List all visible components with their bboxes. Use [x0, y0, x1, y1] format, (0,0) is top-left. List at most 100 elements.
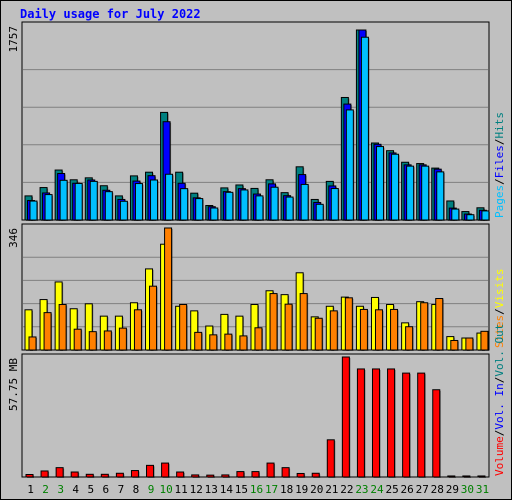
x-tick-label-day-16: 16: [250, 483, 263, 496]
bar-volume-day-4: [70, 471, 79, 478]
bar-pages-day-2: [44, 194, 53, 221]
x-tick-label-day-5: 5: [87, 483, 94, 496]
ymax-label-3: 57.75 MB: [7, 358, 20, 411]
bar-sites-day-12: [194, 331, 203, 351]
bar-pages-day-27: [421, 165, 430, 221]
bar-sites-day-6: [103, 330, 112, 351]
x-tick-label-day-26: 26: [401, 483, 414, 496]
bar-sites-day-25: [390, 308, 399, 351]
bar-sites-day-20: [314, 317, 323, 351]
bar-sites-day-16: [254, 327, 263, 351]
x-tick-label-day-19: 19: [295, 483, 308, 496]
bar-pages-day-22: [345, 109, 354, 221]
bar-volume-day-20: [311, 472, 320, 478]
bar-volume-day-16: [251, 471, 260, 478]
bar-sites-day-27: [420, 302, 429, 351]
bar-sites-day-28: [435, 298, 444, 351]
bar-sites-day-30: [465, 337, 474, 351]
bar-pages-day-3: [59, 179, 68, 221]
bar-sites-day-26: [405, 326, 414, 351]
bar-pages-day-6: [104, 191, 113, 221]
bar-sites-day-5: [88, 331, 97, 351]
legend-entry-visits: Visits: [493, 269, 506, 309]
panel-3: [21, 353, 490, 478]
bar-volume-day-11: [176, 471, 185, 478]
x-tick-label-day-9: 9: [148, 483, 155, 496]
bar-sites-day-24: [374, 309, 383, 351]
bar-pages-day-18: [285, 196, 294, 221]
bar-pages-day-20: [315, 203, 324, 221]
x-tick-label-day-24: 24: [370, 483, 384, 496]
bar-volume-day-15: [236, 471, 245, 478]
bar-pages-day-9: [150, 179, 159, 221]
bar-volume-day-29: [447, 475, 456, 478]
bar-pages-day-14: [225, 191, 234, 221]
x-tick-label-day-2: 2: [42, 483, 49, 496]
bar-volume-day-21: [326, 439, 335, 478]
bar-pages-day-8: [134, 183, 143, 221]
x-tick-label-day-27: 27: [416, 483, 429, 496]
x-tick-label-day-31: 31: [476, 483, 489, 496]
bar-volume-day-3: [55, 467, 64, 478]
x-tick-label-day-13: 13: [205, 483, 218, 496]
x-tick-label-day-21: 21: [325, 483, 338, 496]
bar-volume-day-5: [85, 473, 94, 478]
bar-pages-day-21: [330, 188, 339, 221]
bar-sites-day-14: [224, 333, 233, 351]
bar-pages-day-4: [74, 182, 83, 221]
bar-volume-day-19: [296, 472, 305, 478]
x-tick-label-day-8: 8: [133, 483, 140, 496]
bar-sites-day-7: [118, 327, 127, 351]
bar-volume-day-13: [206, 474, 215, 478]
bar-volume-day-12: [191, 474, 200, 478]
bar-volume-day-31: [477, 475, 486, 478]
bar-sites-day-22: [344, 297, 353, 351]
legend-entry-hits: Hits: [493, 112, 506, 139]
bar-volume-day-24: [371, 368, 380, 478]
bar-pages-day-16: [255, 195, 264, 221]
bar-pages-day-17: [270, 186, 279, 221]
x-tick-label-day-15: 15: [235, 483, 248, 496]
bar-volume-day-10: [161, 462, 170, 478]
x-tick-label-day-4: 4: [72, 483, 79, 496]
bar-sites-day-19: [299, 293, 308, 351]
legend-visits-sites: Sites/Visits: [493, 269, 506, 349]
bar-pages-day-19: [300, 183, 309, 221]
bar-volume-day-1: [25, 474, 34, 478]
bar-volume-day-23: [356, 368, 365, 478]
bar-sites-day-9: [149, 285, 158, 351]
x-tick-label-day-10: 10: [159, 483, 172, 496]
bar-sites-day-10: [164, 227, 173, 351]
bar-pages-day-12: [195, 198, 204, 221]
bar-pages-day-23: [360, 36, 369, 221]
bar-pages-day-10: [165, 173, 174, 221]
legend-entry-volume: Volume: [493, 436, 506, 476]
x-tick-label-day-7: 7: [118, 483, 125, 496]
bar-sites-day-4: [73, 328, 82, 351]
bar-volume-day-18: [281, 467, 290, 478]
bar-volume-day-26: [402, 372, 411, 478]
legend-entry-vol-in: Vol. In: [493, 383, 506, 429]
bar-sites-day-17: [269, 293, 278, 351]
legend-entry-sites: Sites: [493, 315, 506, 348]
bar-volume-day-9: [146, 464, 155, 478]
bar-volume-day-22: [341, 356, 350, 478]
bar-pages-day-30: [466, 214, 475, 221]
chart-title: Daily usage for July 2022: [20, 7, 201, 21]
x-tick-label-day-1: 1: [27, 483, 34, 496]
bar-pages-day-11: [180, 188, 189, 221]
bar-volume-day-7: [115, 472, 124, 478]
bar-volume-day-14: [221, 474, 230, 478]
bar-sites-day-31: [480, 330, 489, 351]
bar-volume-day-6: [100, 473, 109, 478]
bar-pages-day-24: [375, 146, 384, 221]
bar-sites-day-1: [28, 336, 37, 351]
bar-sites-day-21: [329, 310, 338, 351]
bar-sites-day-2: [43, 312, 52, 351]
x-tick-label-day-17: 17: [265, 483, 278, 496]
legend-entry-files: Files: [493, 145, 506, 178]
x-tick-label-day-18: 18: [280, 483, 293, 496]
bar-sites-day-13: [209, 334, 218, 351]
bar-pages-day-5: [89, 180, 98, 221]
